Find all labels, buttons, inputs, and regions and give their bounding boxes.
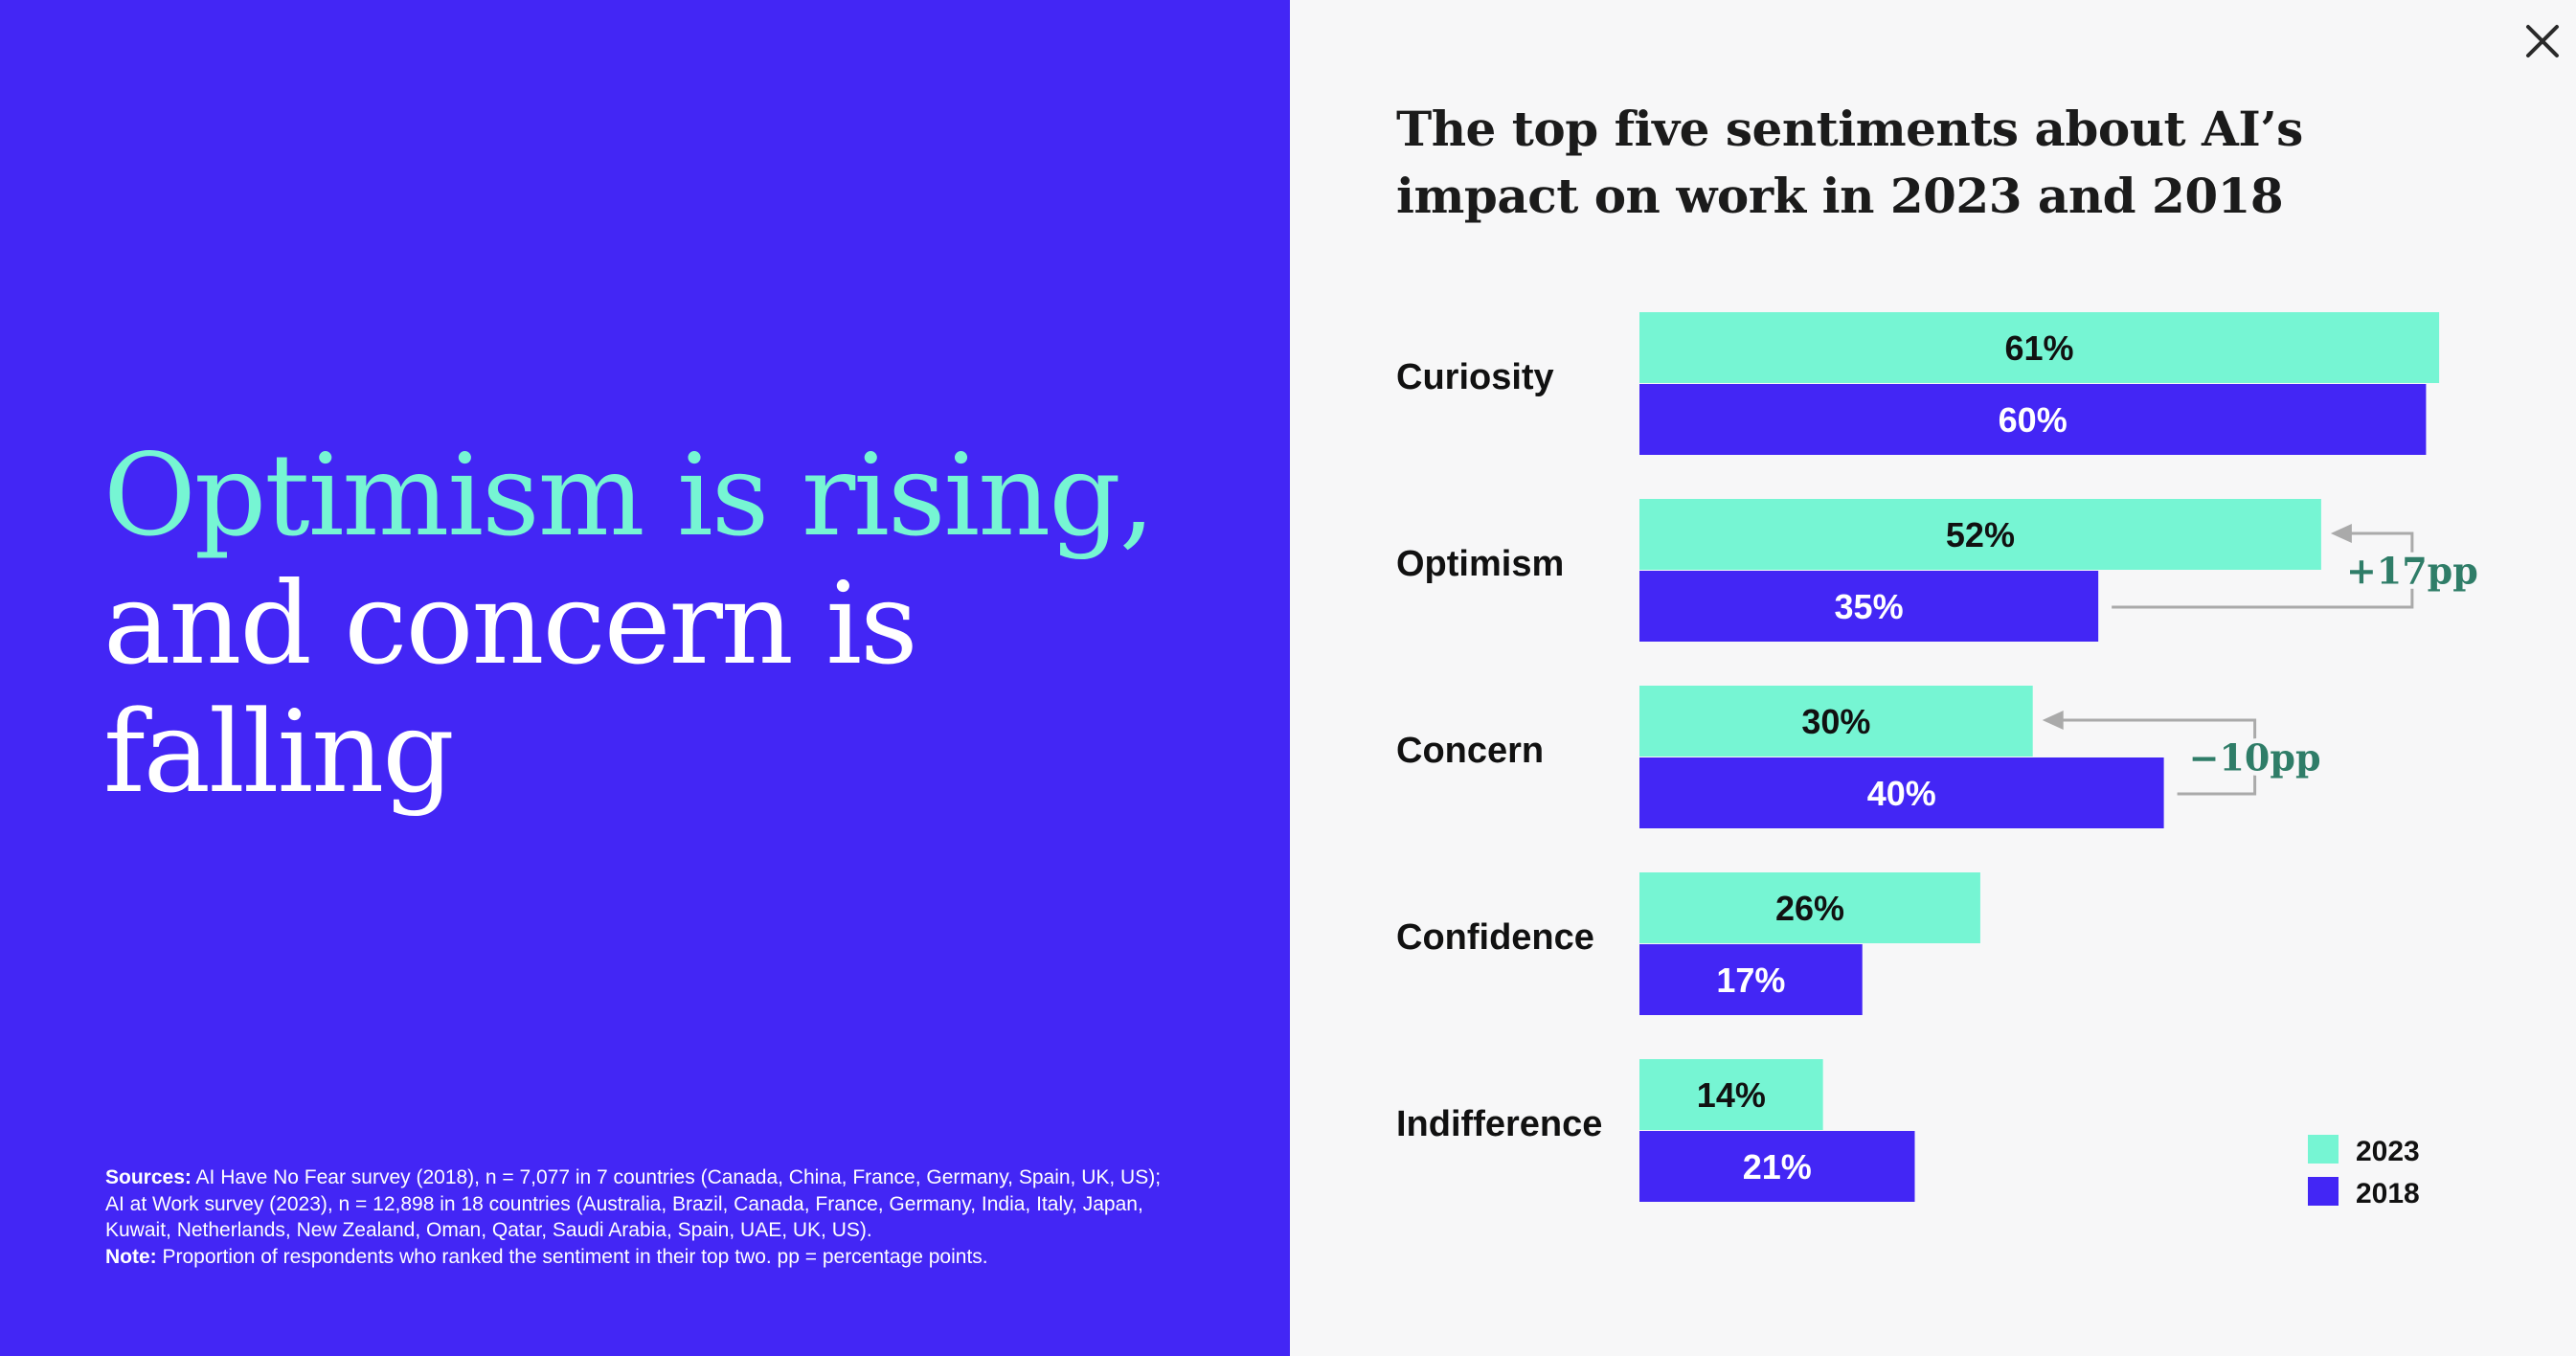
data-label: 52%: [1946, 515, 2015, 554]
category-label: Concern: [1396, 731, 1544, 771]
bar-2023: [1639, 1059, 1823, 1130]
sources-text: AI Have No Fear survey (2018), n = 7,077…: [105, 1166, 1162, 1241]
change-bracket: [2112, 531, 2414, 609]
change-annotation: −10pp: [2189, 736, 2321, 780]
bar-2018: [1639, 1131, 1915, 1202]
bar-2023: [1639, 686, 2033, 757]
category-label: Indifference: [1396, 1104, 1602, 1144]
note-label: Note:: [105, 1245, 157, 1268]
bar-2018: [1639, 757, 2164, 828]
bar-2018: [1639, 571, 2099, 642]
bar-2018: [1639, 384, 2427, 455]
sources-label: Sources:: [105, 1166, 192, 1188]
data-label: 26%: [1775, 889, 1844, 928]
category-label: Curiosity: [1396, 357, 1554, 397]
data-label: 17%: [1716, 960, 1785, 1000]
data-label: 40%: [1867, 774, 1936, 813]
footnote: Sources: AI Have No Fear survey (2018), …: [105, 1164, 1168, 1270]
legend-swatch-2018: [2308, 1177, 2339, 1206]
legend-label: 2018: [2356, 1178, 2420, 1209]
data-label: 60%: [1999, 400, 2068, 440]
legend-label: 2023: [2356, 1136, 2420, 1167]
note-text: Proportion of respondents who ranked the…: [156, 1245, 988, 1268]
close-icon: [2526, 25, 2559, 57]
left-panel: Optimism is rising, and concern is falli…: [0, 0, 1290, 1356]
data-label: 30%: [1801, 702, 1870, 741]
chart-title: The top five sentiments about AI’s impac…: [1396, 101, 2303, 224]
headline-accent: Optimism is rising,: [103, 429, 1155, 561]
data-label: 21%: [1743, 1147, 1812, 1186]
data-label: 14%: [1697, 1075, 1766, 1115]
bar-2023: [1639, 499, 2321, 570]
legend-swatch-2023: [2308, 1135, 2339, 1164]
change-annotation: +17pp: [2346, 550, 2478, 593]
data-label: 61%: [2005, 328, 2074, 368]
category-label: Confidence: [1396, 917, 1594, 958]
bar-2023: [1639, 872, 1980, 943]
category-label: Optimism: [1396, 544, 1564, 584]
bar-2018: [1639, 944, 1863, 1015]
change-bracket: [2059, 718, 2257, 796]
headline: Optimism is rising, and concern is falli…: [103, 431, 1233, 816]
data-label: 35%: [1835, 587, 1904, 626]
close-button[interactable]: [2520, 19, 2565, 63]
change-arrow-head: [2042, 711, 2064, 730]
bar-2023: [1639, 312, 2440, 383]
change-arrow-head: [2330, 524, 2352, 543]
headline-rest: and concern is falling: [103, 557, 918, 818]
